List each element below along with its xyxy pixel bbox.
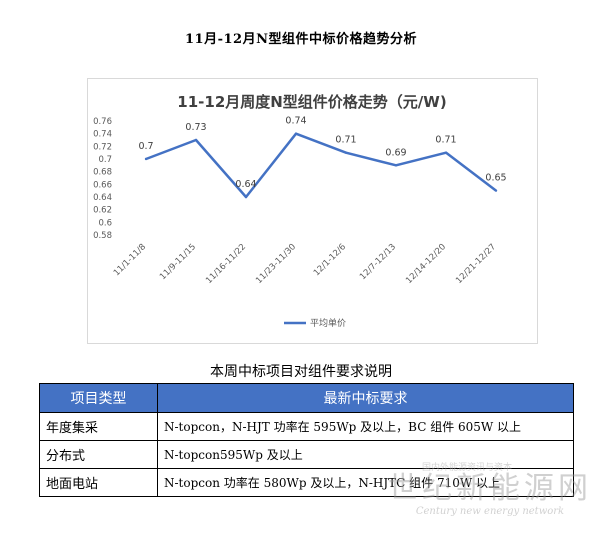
data-label: 0.71	[335, 135, 356, 146]
y-tick-label: 0.76	[93, 117, 112, 127]
data-label: 0.73	[185, 122, 206, 133]
x-tick-label: 11/23-11/30	[254, 242, 298, 286]
data-label: 0.74	[285, 116, 306, 127]
x-tick-label: 12/14-12/20	[404, 242, 448, 286]
chart-container: 11-12月周度N型组件价格走势（元/W) 0.76 0.74 0.72 0.7 0.68…	[87, 78, 538, 344]
data-label: 0.65	[485, 173, 506, 184]
y-tick-label: 0.72	[93, 142, 112, 152]
data-point	[244, 195, 248, 199]
table-row: 年度集采 N-topcon，N-HJT 功率在 595Wp 及以上，BC 组件 …	[39, 412, 574, 441]
cell-project-type: 年度集采	[39, 412, 158, 441]
section-caption: 本周中标项目对组件要求说明	[210, 364, 392, 380]
table-row: 分布式 N-topcon595Wp 及以上	[39, 440, 574, 469]
x-tick-label: 11/9-11/15	[158, 242, 198, 282]
y-tick-label: 0.7	[98, 155, 112, 165]
requirements-table: 项目类型 最新中标要求 年度集采 N-topcon，N-HJT 功率在 595W…	[39, 383, 574, 497]
x-tick-label: 11/1-11/8	[112, 242, 148, 278]
y-tick-label: 0.74	[93, 130, 112, 140]
cell-project-type: 分布式	[39, 440, 158, 469]
data-point	[144, 157, 148, 161]
data-point	[194, 138, 198, 142]
y-tick-label: 0.62	[93, 206, 112, 216]
header-requirement: 最新中标要求	[157, 383, 574, 413]
cell-requirement: N-topcon，N-HJT 功率在 595Wp 及以上，BC 组件 605W …	[157, 412, 574, 441]
data-point	[344, 151, 348, 154]
data-label: 0.69	[385, 147, 406, 158]
y-tick-label: 0.58	[93, 231, 112, 241]
data-point	[494, 189, 498, 192]
header-project-type: 项目类型	[39, 383, 158, 413]
x-tick-label: 12/1-12/6	[312, 242, 348, 278]
chart-title: 11-12月周度N型组件价格走势（元/W)	[177, 93, 446, 111]
x-tick-label: 12/7-12/13	[358, 242, 398, 282]
data-label: 0.7	[138, 141, 153, 152]
cell-project-type: 地面电站	[39, 468, 158, 497]
y-tick-label: 0.64	[93, 193, 112, 203]
watermark-subtitle: Century new energy network	[415, 506, 565, 517]
data-label: 0.64	[235, 179, 256, 190]
y-tick-label: 0.66	[93, 180, 112, 190]
data-point	[444, 151, 448, 154]
table-header-row: 项目类型 最新中标要求	[39, 383, 574, 413]
x-tick-label: 12/21-12/27	[454, 242, 498, 286]
y-tick-label: 0.68	[93, 168, 112, 178]
line-chart: 11-12月周度N型组件价格走势（元/W) 0.76 0.74 0.72 0.7 0.68…	[93, 93, 507, 329]
x-tick-label: 11/16-11/22	[204, 242, 248, 286]
y-tick-label: 0.6	[98, 218, 112, 228]
legend-label: 平均单价	[310, 317, 346, 329]
series-line	[145, 132, 497, 199]
data-point	[294, 132, 298, 135]
document-title: 11月-12月N型组件中标价格趋势分析	[185, 32, 417, 47]
cell-requirement: N-topcon 功率在 580Wp 及以上，N-HJTC 组件 710W 以上	[157, 468, 574, 497]
table-row: 地面电站 N-topcon 功率在 580Wp 及以上，N-HJTC 组件 71…	[39, 468, 574, 497]
cell-requirement: N-topcon595Wp 及以上	[157, 440, 574, 469]
data-label: 0.71	[435, 135, 456, 146]
data-point	[394, 164, 398, 167]
